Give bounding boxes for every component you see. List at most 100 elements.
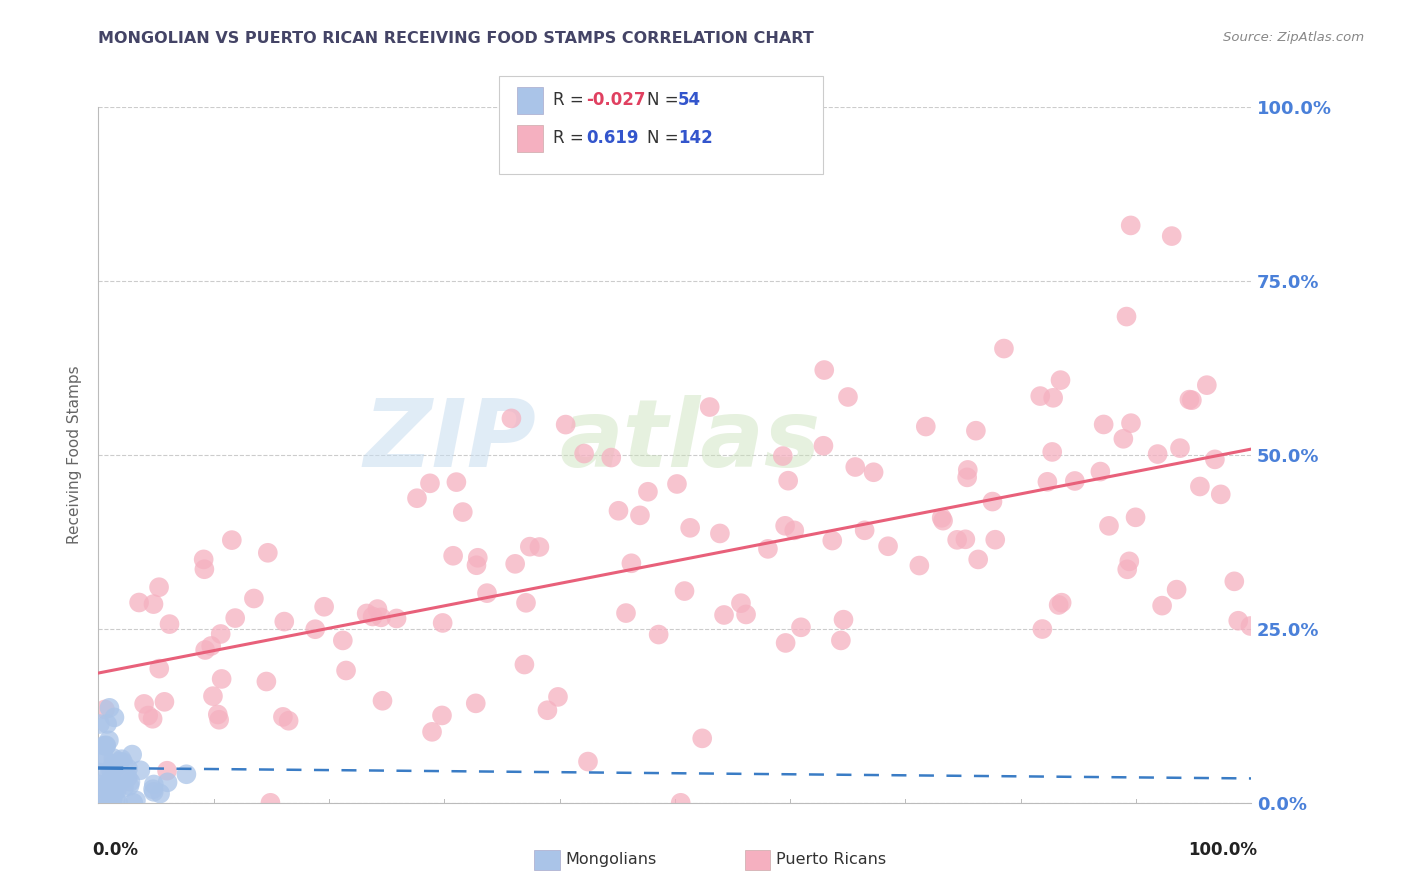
Point — [475, 586, 498, 600]
Point — [103, 751, 125, 765]
Point — [132, 697, 155, 711]
Point — [690, 731, 713, 746]
Point — [129, 764, 152, 778]
Point — [103, 710, 125, 724]
Point — [94, 702, 117, 716]
Point — [519, 540, 541, 554]
Point — [778, 474, 800, 488]
Point — [529, 540, 551, 554]
Point — [122, 796, 145, 810]
Point — [114, 769, 136, 783]
Point — [259, 796, 281, 810]
Point — [366, 602, 388, 616]
Point — [1178, 392, 1201, 407]
Point — [1063, 474, 1085, 488]
Point — [87, 777, 110, 791]
Point — [637, 484, 659, 499]
Point — [503, 557, 526, 571]
Point — [853, 524, 876, 538]
Point — [96, 739, 118, 753]
Point — [554, 417, 576, 432]
Point — [628, 508, 651, 523]
Point — [669, 796, 692, 810]
Text: R =: R = — [553, 129, 589, 147]
Point — [441, 549, 464, 563]
Point — [830, 633, 852, 648]
Point — [100, 796, 122, 810]
Point — [221, 533, 243, 548]
Point — [713, 607, 735, 622]
Point — [108, 755, 131, 769]
Point — [783, 524, 806, 538]
Point — [156, 775, 179, 789]
Point — [1125, 510, 1147, 524]
Point — [304, 622, 326, 636]
Point — [271, 710, 294, 724]
Point — [211, 672, 233, 686]
Point — [1047, 598, 1070, 612]
Point — [111, 752, 134, 766]
Point — [1092, 417, 1115, 432]
Point — [98, 767, 121, 781]
Point — [94, 739, 117, 753]
Point — [1040, 445, 1063, 459]
Point — [1119, 416, 1142, 430]
Point — [104, 793, 127, 807]
Text: 54: 54 — [678, 91, 700, 109]
Point — [572, 446, 595, 460]
Text: N =: N = — [647, 91, 683, 109]
Point — [153, 695, 176, 709]
Point — [194, 643, 217, 657]
Point — [112, 780, 135, 795]
Point — [813, 439, 835, 453]
Point — [955, 533, 977, 547]
Point — [89, 717, 111, 731]
Point — [243, 591, 266, 606]
Point — [699, 400, 721, 414]
Point — [90, 788, 112, 802]
Point — [773, 518, 796, 533]
Point — [837, 390, 859, 404]
Point — [1152, 599, 1174, 613]
Point — [1050, 596, 1073, 610]
Point — [735, 607, 758, 622]
Point — [277, 714, 299, 728]
Point — [1227, 614, 1250, 628]
Point — [1029, 389, 1052, 403]
Point — [96, 717, 118, 731]
Point — [1146, 447, 1168, 461]
Point — [430, 708, 453, 723]
Point — [136, 708, 159, 723]
Point — [513, 657, 536, 672]
Point — [207, 707, 229, 722]
Point — [208, 713, 231, 727]
Point — [201, 689, 224, 703]
Point — [142, 712, 165, 726]
Point — [1031, 622, 1053, 636]
Point — [1195, 378, 1218, 392]
Point — [501, 411, 523, 425]
Point — [467, 550, 489, 565]
Point — [149, 787, 172, 801]
Point — [1166, 582, 1188, 597]
Point — [97, 733, 120, 747]
Point — [101, 793, 124, 807]
Point — [128, 595, 150, 609]
Text: Source: ZipAtlas.com: Source: ZipAtlas.com — [1223, 31, 1364, 45]
Point — [406, 491, 429, 506]
Point — [335, 664, 357, 678]
Point — [97, 777, 120, 791]
Point — [370, 610, 392, 624]
Point — [1168, 441, 1191, 455]
Point — [464, 697, 486, 711]
Point — [107, 796, 129, 810]
Point — [159, 617, 181, 632]
Point — [193, 552, 215, 566]
Text: ZIP: ZIP — [364, 395, 537, 487]
Text: atlas: atlas — [560, 395, 821, 487]
Point — [1049, 373, 1071, 387]
Point — [193, 562, 215, 576]
Point — [105, 759, 128, 773]
Point — [984, 533, 1007, 547]
Point — [224, 611, 246, 625]
